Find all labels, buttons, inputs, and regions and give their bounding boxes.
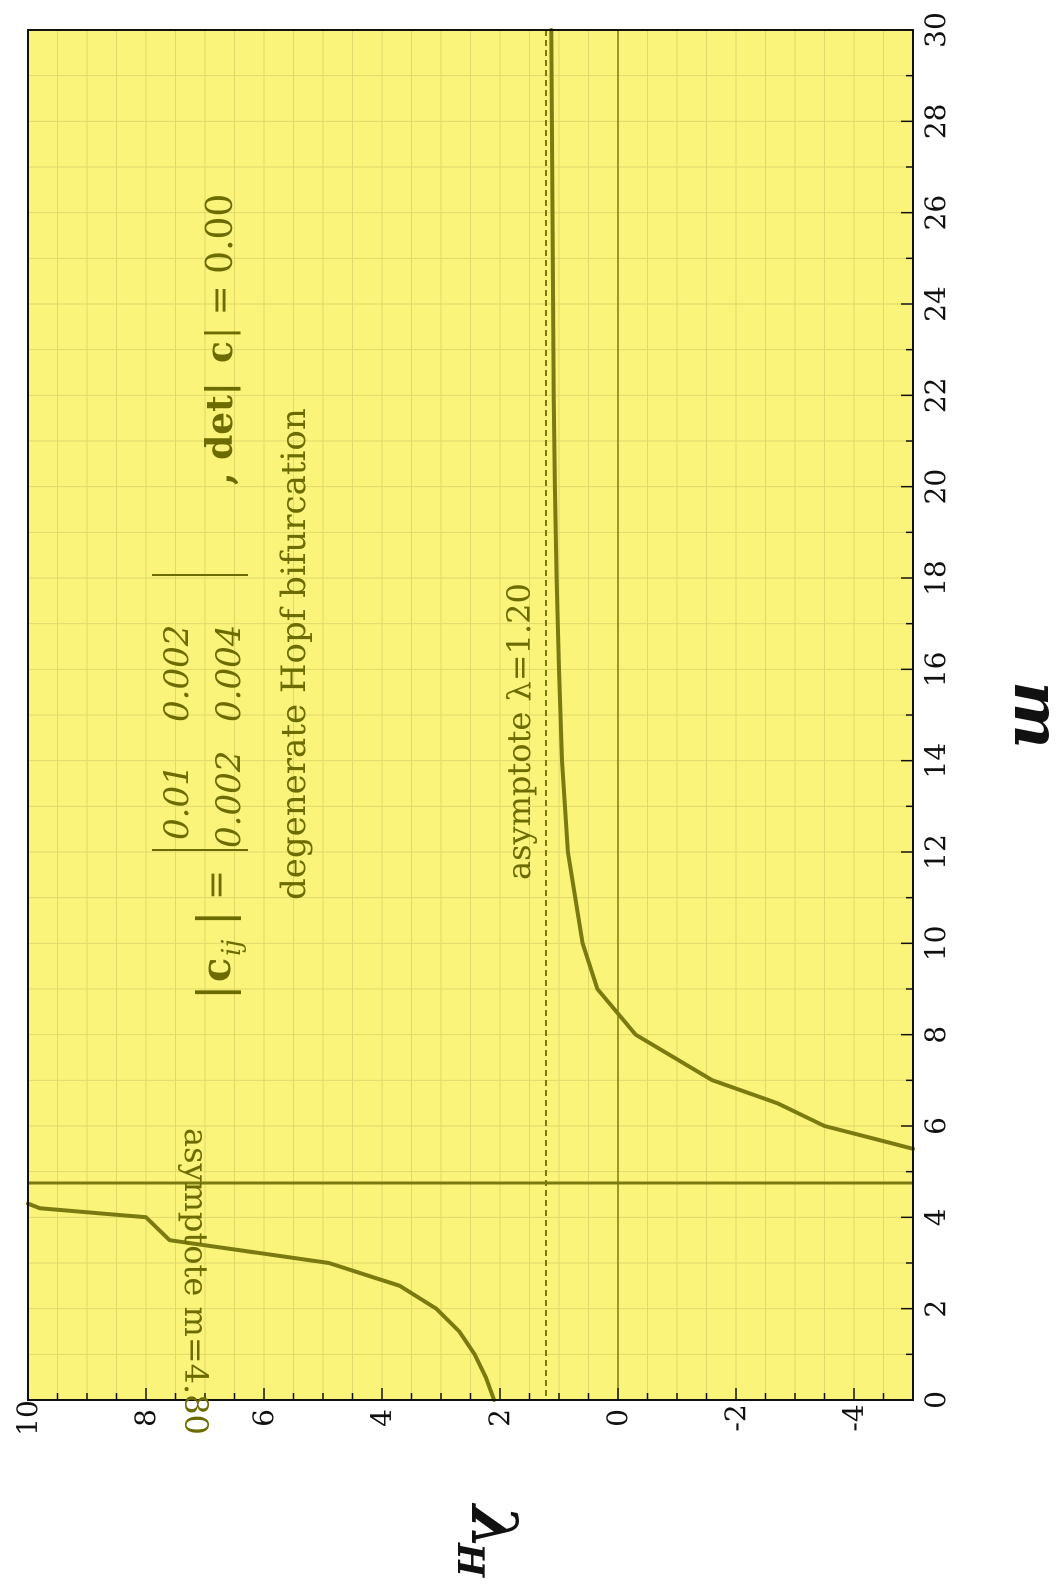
matrix-lhs-bar-right: | — [187, 911, 241, 927]
y-tick-label: -4 — [837, 1404, 870, 1431]
x-tick-label: 30 — [919, 12, 952, 48]
grid — [27, 29, 914, 1401]
x-tick-label: 4 — [919, 1208, 952, 1226]
matrix-cell-22: 0.004 — [209, 625, 249, 722]
matrix-cell-12: 0.002 — [157, 625, 197, 722]
det-c: c — [199, 341, 241, 363]
matrix-cell-21: 0.002 — [209, 751, 249, 848]
x-axis-label: m — [999, 681, 1061, 749]
x-tick-label: 6 — [919, 1117, 952, 1135]
curve-branch-left — [26, 1201, 497, 1402]
x-tick-label: 16 — [919, 652, 952, 688]
y-tick-label: -2 — [719, 1404, 752, 1431]
y-tick-label: 10 — [11, 1400, 44, 1436]
curve-series — [26, 28, 915, 1402]
x-tick-label: 2 — [919, 1300, 952, 1318]
x-tick-label: 20 — [919, 469, 952, 505]
matrix-equals: = — [196, 870, 237, 900]
x-tick-label: 18 — [919, 560, 952, 596]
x-tick-label: 12 — [919, 834, 952, 870]
x-tick-label: 22 — [919, 378, 952, 414]
x-tick-label: 14 — [919, 743, 952, 779]
y-tick-label: 0 — [601, 1409, 634, 1427]
det-suffix: | = 0.00 — [200, 194, 241, 339]
y-axis-label-subscript: H — [449, 1542, 491, 1578]
y-tick-label: 6 — [247, 1409, 280, 1427]
y-tick-label: 2 — [483, 1409, 516, 1427]
matrix-lhs-bar-left: | — [187, 985, 241, 1001]
y-axis-label: λ — [456, 1502, 531, 1550]
matrix-cell-11: 0.01 — [157, 764, 197, 840]
x-tick-label: 10 — [919, 926, 952, 962]
asymptote-lambda-label: asymptote λ=1.20 — [500, 583, 538, 880]
x-tick-label: 24 — [919, 286, 952, 322]
asymptote-m-label: asymptote m=4.80 — [177, 1128, 215, 1435]
x-tick-label: 28 — [919, 104, 952, 140]
det-prefix: , det| — [199, 382, 241, 485]
matrix-annotation: | c ij | = 0.01 0.002 0.002 0.004 , det|… — [152, 194, 249, 1000]
x-tick-label: 0 — [919, 1391, 952, 1409]
matrix-lhs-ij: ij — [217, 940, 247, 956]
x-tick-label: 26 — [919, 195, 952, 231]
y-tick-label: 8 — [129, 1409, 162, 1427]
hopf-label: degenerate Hopf bifurcation — [274, 408, 314, 900]
matrix-lhs-c: c — [193, 958, 240, 982]
y-tick-label: 4 — [365, 1409, 398, 1427]
curve-branch-right — [549, 28, 915, 1151]
x-tick-label: 8 — [919, 1026, 952, 1044]
